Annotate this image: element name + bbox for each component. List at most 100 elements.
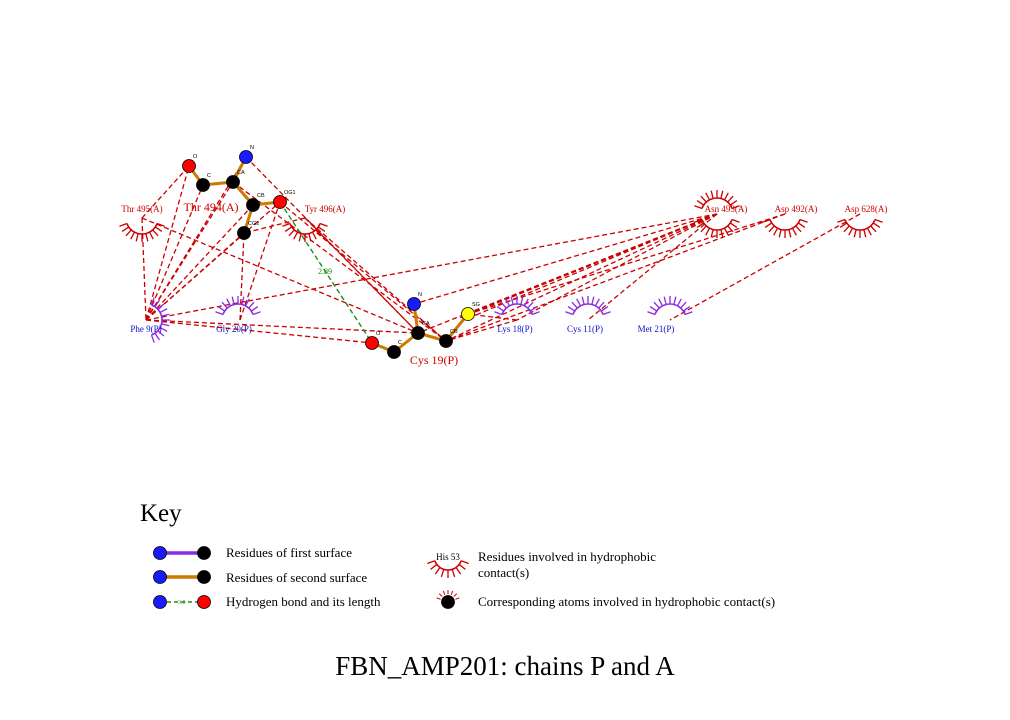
key-hydrophobic-atom-spoke-1 xyxy=(438,593,443,597)
residue-asp-628-a-arc-icon-arc-0 xyxy=(844,219,876,231)
residue-asp-492-a-arc-icon-spoke-0-6 xyxy=(778,229,782,238)
residue-phe-9-p-arc-icon-arc-0 xyxy=(151,304,163,336)
residue-gly-20-p-arc-icon-spoke-0-10 xyxy=(252,311,261,316)
residue-tyr-496-a-arc-icon-spoke-0-3 xyxy=(311,231,317,240)
residue-asn-493-a-arc-icon xyxy=(694,190,740,238)
residue-lys-18-p-arc-icon-spoke-0-8 xyxy=(527,301,534,309)
residue-cys-11-p-arc-icon xyxy=(565,296,611,316)
residue-lys-18-p-arc-icon-spoke-0-0 xyxy=(494,311,503,316)
residue-asn-493-a-arc-icon-spoke-1-4 xyxy=(710,190,714,199)
key-hbond-length: 3.0 xyxy=(178,600,186,606)
key-hydrophobic-arc-icon-spoke-0-3 xyxy=(451,569,456,578)
contact-line-18 xyxy=(232,181,447,342)
residue-asn-493-a-arc-icon-spoke-0-7 xyxy=(705,227,711,236)
contact-line-10 xyxy=(141,165,190,219)
key-first-surface-c-atom xyxy=(197,546,211,560)
residue-cys-11-p-arc-icon-spoke-0-1 xyxy=(567,306,576,312)
thr494-atom-o xyxy=(182,159,196,173)
residue-met-21-p-arc-icon-spoke-0-9 xyxy=(682,306,691,312)
residue-cys-11-p-arc-icon-spoke-0-4 xyxy=(581,296,585,305)
key-second-surface-n-atom xyxy=(153,570,167,584)
residue-asn-493-a-arc-icon-arc-0 xyxy=(701,219,733,231)
residue-asn-493-a-arc-icon-spoke-1-7 xyxy=(723,192,729,201)
contact-line-12 xyxy=(239,201,281,321)
residue-asn-493-a-arc-icon-arc-1 xyxy=(701,197,733,209)
contact-line-21 xyxy=(413,213,718,305)
residue-asp-492-a-arc-icon-spoke-0-10 xyxy=(762,218,771,223)
cys19-atom-o xyxy=(365,336,379,350)
residue-cys-11-p-arc-icon-spoke-0-0 xyxy=(565,311,574,316)
diagram-labels: Thr 495(A) Tyr 496(A) Asn 493(A) Asp 492(A)… xyxy=(121,145,887,367)
thr494-atom-og1 xyxy=(273,195,287,209)
residue-thr-495-a-arc-icon-spoke-0-3 xyxy=(148,231,154,240)
contact-line-13 xyxy=(239,232,245,321)
residue-asn-493-a-arc-icon-spoke-1-0 xyxy=(694,205,703,210)
diagram-caption: FBN_AMP201: chains P and A xyxy=(335,651,675,681)
residue-lys-18-p-arc-icon-spoke-0-1 xyxy=(496,306,505,312)
residue-tyr-496-a-arc-icon-spoke-0-0 xyxy=(319,222,328,227)
residue-cys-11-p-arc-icon-spoke-0-2 xyxy=(571,301,578,309)
residue-tyr-496-a-arc-icon-spoke-0-9 xyxy=(284,226,293,232)
residue-gly-20-p-label: Gly 20(P) xyxy=(216,324,252,334)
ligand-label-thr494: Thr 494(A) xyxy=(184,200,239,214)
residue-gly-20-p-arc-icon-spoke-0-7 xyxy=(244,298,250,307)
residue-asp-492-a-label: Asp 492(A) xyxy=(775,204,818,214)
key-graphics: 3.0 His 53 xyxy=(153,546,469,609)
contact-line-16 xyxy=(304,217,419,334)
residue-asn-493-a-label: Asn 493(A) xyxy=(705,204,748,214)
residue-asp-492-a-arc-icon-spoke-0-0 xyxy=(799,218,808,223)
key-hydrophobic-arc-icon-spoke-0-5 xyxy=(440,569,445,578)
thr494-atom-label-og1: OG1 xyxy=(284,190,296,196)
residue-asn-493-a-arc-icon-spoke-0-9 xyxy=(696,222,705,228)
thr494-atom-cb xyxy=(246,198,260,212)
residue-cys-11-p-arc-icon-arc-0 xyxy=(572,303,604,315)
residue-gly-20-p-arc-icon-spoke-0-4 xyxy=(231,296,235,305)
contact-line-19 xyxy=(279,201,447,342)
residue-asp-628-a-arc-icon-spoke-0-8 xyxy=(843,225,850,233)
cys19-atom-label-o: O xyxy=(376,331,381,337)
residue-asp-628-a-arc-icon-spoke-0-0 xyxy=(874,218,883,223)
thr494-atom-label-c: C xyxy=(207,173,211,179)
residue-asp-628-a-arc-icon xyxy=(837,218,883,238)
residue-lys-18-p-arc-icon-spoke-0-3 xyxy=(505,298,511,307)
residue-thr-495-a-arc-icon-spoke-0-8 xyxy=(125,229,132,237)
contact-line-0 xyxy=(145,165,190,321)
residue-lys-18-p-arc-icon-spoke-0-7 xyxy=(523,298,529,307)
contact-line-9 xyxy=(141,217,147,321)
residue-cys-11-p-arc-icon-spoke-0-7 xyxy=(594,298,600,307)
ligand-label-cys19: Cys 19(P) xyxy=(410,353,458,367)
contact-line-7 xyxy=(145,319,419,334)
residue-cys-11-p-arc-icon-spoke-0-3 xyxy=(576,298,582,307)
residue-met-21-p-arc-icon-arc-0 xyxy=(654,303,686,315)
cys19-atom-ca xyxy=(411,326,425,340)
hydrogen-bond-lines: 2.89 xyxy=(279,201,373,344)
residue-thr-495-a-arc-icon xyxy=(119,222,165,242)
thr494-atom-cg2 xyxy=(237,226,251,240)
residue-met-21-p-arc-icon-spoke-0-7 xyxy=(676,298,682,307)
key-hydrophobic-arc-icon-spoke-0-7 xyxy=(430,564,438,570)
key-example-residue-label: His 53 xyxy=(436,552,460,562)
hydrophobic-residue-arcs xyxy=(119,190,883,343)
residue-gly-20-p-arc-icon-spoke-0-8 xyxy=(248,301,255,309)
residue-cys-11-p-arc-icon-spoke-0-9 xyxy=(600,306,609,312)
residue-asp-628-a-arc-icon-spoke-0-1 xyxy=(872,222,881,228)
contact-line-33 xyxy=(445,319,518,342)
contact-line-6 xyxy=(145,232,245,321)
residue-phe-9-p-arc-icon-spoke-0-10 xyxy=(150,334,155,343)
residue-tyr-496-a-arc-icon-spoke-0-7 xyxy=(293,231,299,240)
cys19-atom-cb xyxy=(439,334,453,348)
residue-asn-493-a-arc-icon-spoke-0-0 xyxy=(731,218,740,223)
thr494-atom-ca xyxy=(226,175,240,189)
residue-gly-20-p-arc-icon-spoke-0-1 xyxy=(217,306,226,312)
residue-met-21-p-arc-icon-spoke-0-4 xyxy=(663,296,667,305)
residue-asp-628-a-arc-icon-spoke-0-4 xyxy=(863,229,867,238)
residue-gly-20-p-arc-icon-spoke-0-9 xyxy=(250,306,259,312)
residue-asp-492-a-arc-icon-spoke-0-3 xyxy=(791,227,797,236)
residue-lys-18-p-label: Lys 18(P) xyxy=(497,324,532,334)
atoms xyxy=(182,150,475,359)
residue-met-21-p-arc-icon-spoke-0-6 xyxy=(673,296,677,305)
residue-cys-11-p-arc-icon-spoke-0-6 xyxy=(591,296,595,305)
key-hydrophobic-arc-icon-spoke-0-6 xyxy=(434,567,441,575)
hydrophobic-contact-lines xyxy=(141,156,861,344)
thr494-atom-c xyxy=(196,178,210,192)
